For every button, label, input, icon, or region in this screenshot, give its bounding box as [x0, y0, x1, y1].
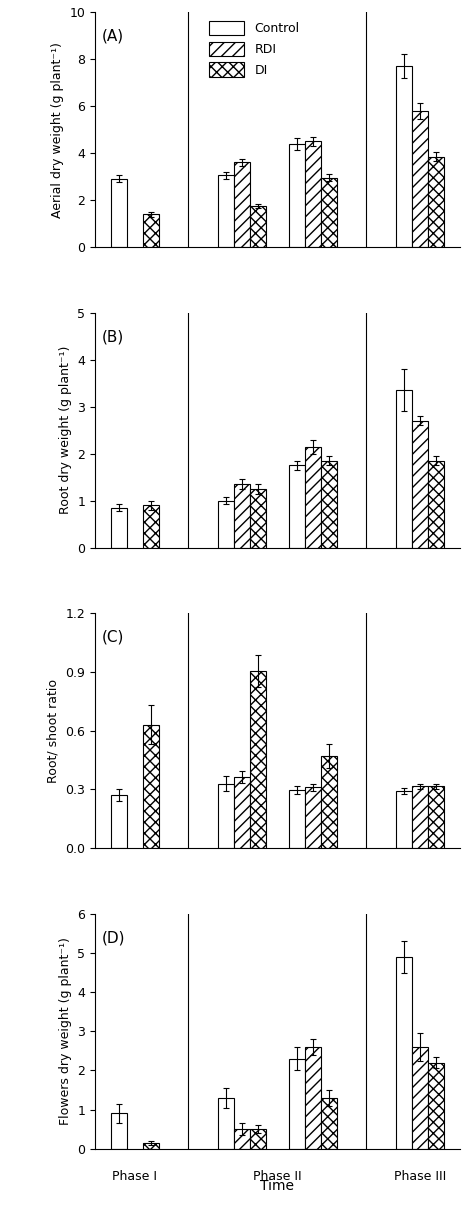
- Text: (A): (A): [102, 28, 124, 44]
- Text: Phase III: Phase III: [393, 1171, 446, 1183]
- Bar: [234, 163, 250, 247]
- Bar: [396, 957, 412, 1149]
- Text: (D): (D): [102, 930, 126, 946]
- Bar: [305, 142, 321, 247]
- Text: (B): (B): [102, 329, 124, 345]
- Bar: [305, 446, 321, 547]
- Bar: [289, 791, 305, 848]
- Bar: [305, 1047, 321, 1149]
- Bar: [412, 111, 428, 247]
- Bar: [111, 796, 127, 848]
- Bar: [396, 792, 412, 848]
- Bar: [250, 207, 266, 247]
- Bar: [218, 783, 234, 848]
- Text: Phase II: Phase II: [253, 1171, 301, 1183]
- Bar: [218, 1097, 234, 1149]
- Y-axis label: Root dry weight (g plant⁻¹): Root dry weight (g plant⁻¹): [58, 346, 72, 514]
- Bar: [321, 1097, 337, 1149]
- Bar: [428, 787, 444, 848]
- Bar: [111, 178, 127, 247]
- Bar: [143, 506, 159, 547]
- Bar: [412, 420, 428, 547]
- Bar: [111, 507, 127, 547]
- Bar: [305, 787, 321, 848]
- Y-axis label: Flowers dry weight (g plant⁻¹): Flowers dry weight (g plant⁻¹): [58, 937, 72, 1125]
- Bar: [396, 66, 412, 247]
- Bar: [428, 1063, 444, 1149]
- Text: (C): (C): [102, 629, 124, 645]
- Legend: Control, RDI, DI: Control, RDI, DI: [207, 18, 302, 79]
- Bar: [289, 144, 305, 247]
- Bar: [234, 1129, 250, 1149]
- Bar: [289, 466, 305, 547]
- Bar: [143, 214, 159, 247]
- Bar: [111, 1113, 127, 1149]
- Bar: [428, 461, 444, 547]
- Bar: [321, 756, 337, 848]
- Bar: [234, 777, 250, 848]
- Bar: [289, 1058, 305, 1149]
- Bar: [250, 1129, 266, 1149]
- Bar: [250, 671, 266, 848]
- Bar: [218, 176, 234, 247]
- X-axis label: Time: Time: [260, 1179, 294, 1193]
- Bar: [396, 390, 412, 547]
- Bar: [321, 177, 337, 247]
- Bar: [428, 156, 444, 247]
- Y-axis label: Aerial dry weight (g plant⁻¹): Aerial dry weight (g plant⁻¹): [51, 42, 64, 218]
- Text: Phase I: Phase I: [112, 1171, 157, 1183]
- Bar: [250, 489, 266, 547]
- Bar: [143, 725, 159, 848]
- Bar: [412, 1047, 428, 1149]
- Bar: [218, 501, 234, 547]
- Bar: [234, 484, 250, 547]
- Y-axis label: Root/ shoot ratio: Root/ shoot ratio: [46, 678, 60, 783]
- Bar: [143, 1143, 159, 1149]
- Bar: [321, 461, 337, 547]
- Bar: [412, 787, 428, 848]
